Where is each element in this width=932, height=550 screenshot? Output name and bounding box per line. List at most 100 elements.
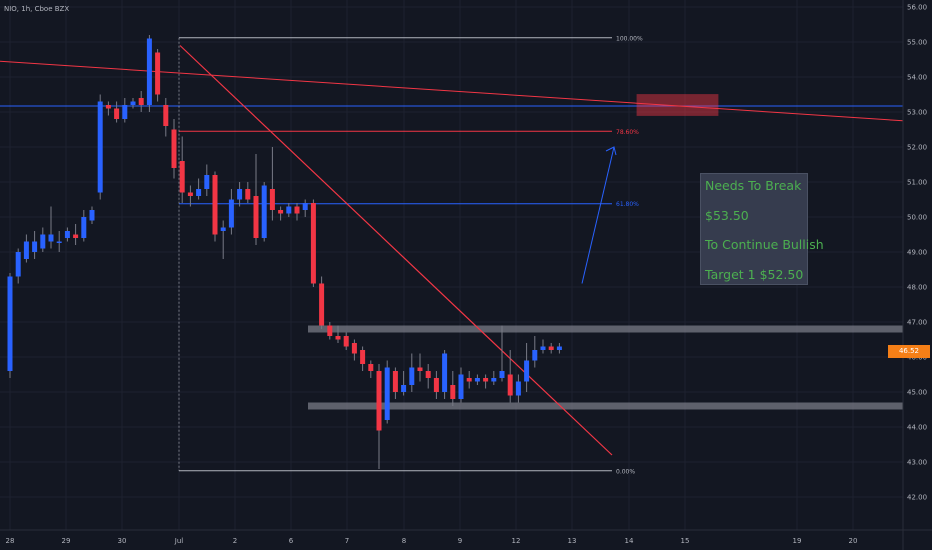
- annotation-line-4: Target 1 $52.50: [705, 267, 804, 282]
- candle-body: [48, 234, 54, 242]
- fib-retracement: 100.00% 78.60% 61.80% 0.00%: [178, 35, 643, 475]
- price-tick-label: 43.00: [907, 459, 927, 467]
- annotation-line-3: To Continue Bullish: [705, 237, 824, 252]
- sr-zone-2: [308, 402, 903, 410]
- time-tick-label: 8: [402, 537, 406, 545]
- candle-body: [228, 199, 234, 228]
- candle-body: [146, 38, 152, 105]
- candle-body: [360, 350, 366, 364]
- price-tick-label: 51.00: [907, 179, 927, 187]
- candle-body: [89, 210, 95, 221]
- candle-body: [171, 129, 177, 168]
- time-tick-label: 9: [458, 537, 462, 545]
- support-resistance-zones: [308, 325, 903, 410]
- candle-body: [556, 346, 562, 350]
- candle-body: [212, 175, 218, 235]
- candle-body: [524, 360, 530, 382]
- chart-grid: [0, 0, 903, 530]
- time-tick-label: 13: [568, 537, 577, 545]
- candle-body: [294, 206, 300, 214]
- time-tick-label: 29: [62, 537, 71, 545]
- candle-body: [507, 374, 513, 396]
- price-tick-label: 42.00: [907, 494, 927, 502]
- price-tick-label: 56.00: [907, 4, 927, 12]
- price-tick-label: 50.00: [907, 214, 927, 222]
- candle-body: [278, 210, 284, 214]
- candle-body: [105, 105, 111, 109]
- symbol-header: NIO, 1h, Cboe BZX: [4, 5, 70, 13]
- candle-body: [425, 371, 431, 378]
- candle-body: [269, 189, 275, 210]
- fib-level-label: 61.80%: [616, 201, 639, 208]
- candle-body: [474, 378, 480, 382]
- candle-body: [442, 353, 448, 392]
- price-tick-label: 55.00: [907, 39, 927, 47]
- candle-body: [466, 378, 472, 382]
- candle-body: [196, 189, 202, 196]
- annotation-line-2: $53.50: [705, 208, 749, 223]
- candle-body: [187, 192, 193, 196]
- candle-body: [384, 367, 390, 420]
- candle-body: [155, 52, 161, 95]
- candle-body: [261, 185, 267, 238]
- time-tick-label: 30: [118, 537, 127, 545]
- price-tick-label: 47.00: [907, 319, 927, 327]
- candle-body: [310, 203, 316, 284]
- candle-body: [302, 203, 308, 210]
- time-tick-label: 12: [512, 537, 521, 545]
- candle-body: [114, 108, 120, 119]
- candle-body: [401, 385, 407, 392]
- candle-body: [343, 336, 349, 347]
- time-axis: 28 29 30 Jul 2 6 7 8 9 12 13 14 15 19 20: [0, 529, 932, 545]
- candle-body: [433, 378, 439, 392]
- time-tick-label: 28: [6, 537, 15, 545]
- downtrend-line-short: [179, 45, 613, 456]
- candle-body: [253, 196, 259, 238]
- candle-body: [56, 241, 62, 243]
- candle-body: [245, 189, 251, 200]
- candle-body: [286, 206, 292, 214]
- time-tick-label: 19: [793, 537, 802, 545]
- fib-level-label: 78.60%: [616, 129, 639, 136]
- candle-body: [163, 105, 169, 126]
- candle-body: [7, 276, 13, 371]
- candle-body: [368, 364, 374, 371]
- price-tick-label: 49.00: [907, 249, 927, 257]
- candle-body: [73, 234, 79, 238]
- candle-body: [409, 367, 415, 385]
- time-tick-label: 14: [625, 537, 634, 545]
- candle-body: [319, 283, 325, 326]
- candle-body: [15, 252, 21, 277]
- annotation-box[interactable]: Needs To Break $53.50 To Continue Bullis…: [700, 173, 824, 285]
- candle-body: [130, 101, 136, 105]
- price-tick-label: 48.00: [907, 284, 927, 292]
- candle-body: [64, 231, 70, 238]
- fib-level-label: 0.00%: [616, 468, 635, 475]
- price-tick-label: 52.00: [907, 144, 927, 152]
- candle-body: [138, 98, 144, 105]
- candle-body: [532, 350, 538, 361]
- candle-body: [32, 241, 38, 252]
- candle-body: [499, 371, 505, 378]
- target-box: [636, 94, 719, 116]
- candle-body: [417, 367, 423, 371]
- time-tick-label: Jul: [174, 537, 184, 545]
- arrow-head: [605, 146, 617, 156]
- time-tick-label: 2: [233, 537, 237, 545]
- candle-body: [392, 371, 398, 392]
- bullish-arrow: [581, 146, 615, 284]
- candle-body: [351, 343, 357, 354]
- candle-body: [204, 175, 210, 189]
- candle-body: [450, 385, 456, 399]
- annotation-line-1: Needs To Break: [705, 178, 802, 193]
- time-tick-label: 7: [345, 537, 349, 545]
- candle-body: [40, 234, 46, 249]
- price-tick-label: 54.00: [907, 74, 927, 82]
- candle-body: [81, 217, 87, 238]
- candles: [7, 35, 562, 469]
- drawing-extras: [581, 94, 719, 284]
- sr-zone-1: [308, 325, 903, 333]
- time-tick-label: 6: [289, 537, 294, 545]
- candle-body: [458, 374, 464, 399]
- candle-body: [335, 336, 341, 340]
